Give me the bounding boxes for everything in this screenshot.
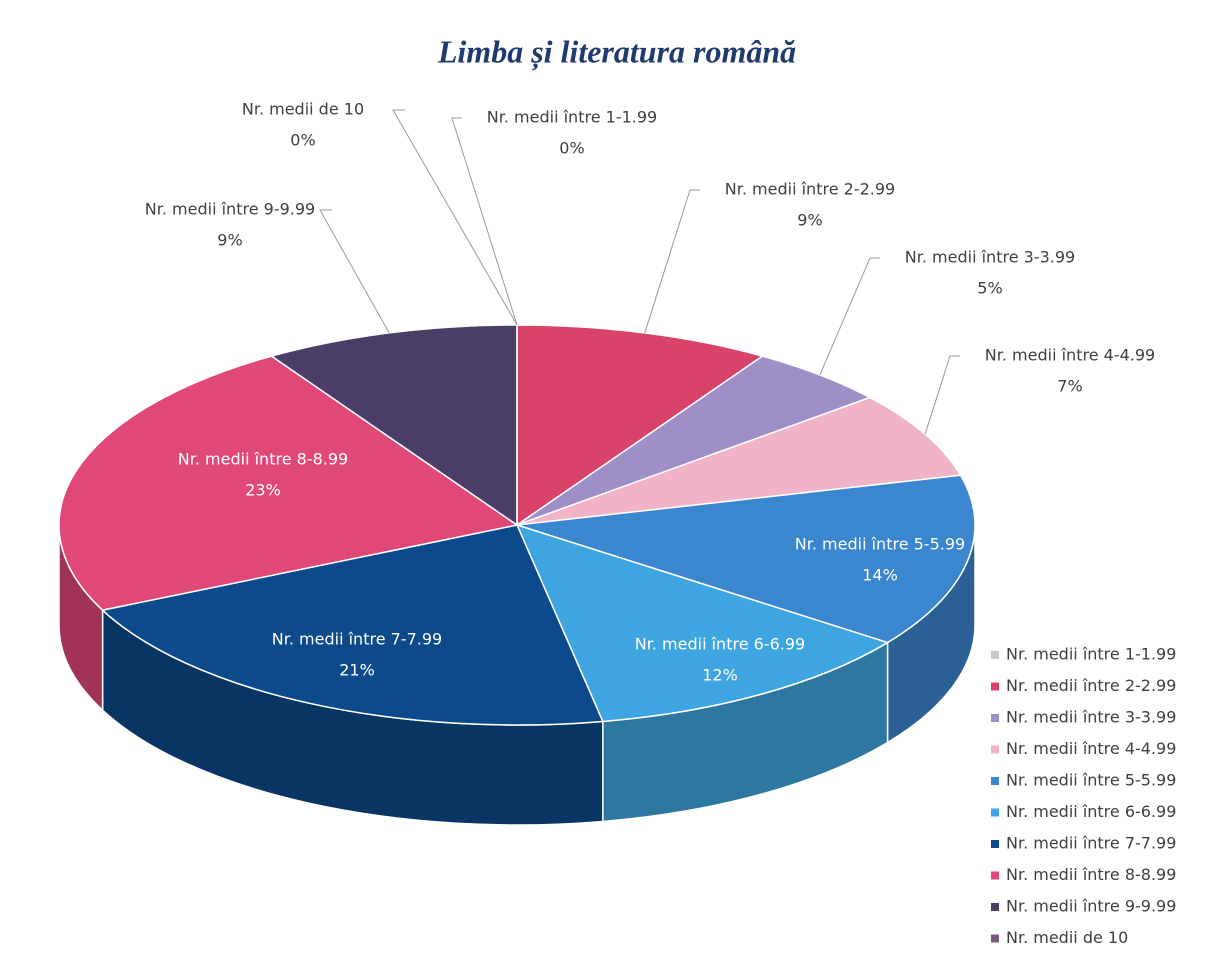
- leader-line: [644, 189, 700, 334]
- slice: [101, 524, 604, 726]
- legend-label: Nr. medii între 8-8.99: [1006, 865, 1176, 884]
- legend-label: Nr. medii între 5-5.99: [1006, 771, 1176, 790]
- legend-marker: [991, 808, 999, 817]
- slice: [516, 355, 872, 526]
- legend-marker: [991, 777, 999, 785]
- legend-label: Nr. medii între 6-6.99: [1006, 802, 1176, 821]
- legend-marker: [991, 745, 999, 754]
- data-label-name: Nr. medii între 2-2.99: [725, 180, 895, 199]
- legend-marker: [991, 714, 999, 722]
- slice: [516, 324, 765, 527]
- data-label-value: 0%: [290, 131, 315, 150]
- slice: [515, 523, 890, 723]
- data-label-value: 7%: [1057, 377, 1082, 396]
- legend-marker: [991, 651, 999, 659]
- data-label-name: Nr. medii între 7-7.99: [272, 630, 442, 649]
- data-label-value: 9%: [217, 231, 242, 250]
- data-label-name: Nr. medii între 4-4.99: [985, 346, 1155, 365]
- legend-label: Nr. medii între 1-1.99: [1006, 645, 1176, 664]
- data-label-name: Nr. medii între 3-3.99: [905, 248, 1075, 267]
- leader-line: [819, 257, 880, 376]
- legend-marker: [991, 682, 999, 691]
- legend-label: Nr. medii între 4-4.99: [1006, 739, 1176, 758]
- data-label-name: Nr. medii de 10: [242, 100, 364, 119]
- data-label-value: 14%: [862, 566, 898, 585]
- data-label-name: Nr. medii între 9-9.99: [145, 200, 315, 219]
- data-label-name: Nr. medii între 6-6.99: [635, 635, 805, 654]
- chart-title: Limba și literatura română: [437, 33, 796, 70]
- leader-line: [924, 355, 960, 435]
- data-label-name: Nr. medii între 1-1.99: [487, 108, 657, 127]
- data-label-value: 23%: [245, 481, 281, 500]
- legend-marker: [991, 840, 999, 848]
- legend-marker: [991, 903, 999, 911]
- leader-line: [319, 209, 390, 334]
- leader-line: [451, 117, 518, 326]
- data-label-value: 0%: [559, 139, 584, 158]
- leader-line: [392, 109, 518, 326]
- legend-label: Nr. medii de 10: [1006, 928, 1128, 947]
- slice: [516, 474, 976, 644]
- data-label-value: 21%: [339, 661, 375, 680]
- legend-marker: [991, 934, 999, 943]
- data-label-name: Nr. medii între 8-8.99: [178, 450, 348, 469]
- data-label-value: 5%: [977, 279, 1002, 298]
- slice: [58, 355, 519, 611]
- legend-label: Nr. medii între 7-7.99: [1006, 834, 1176, 853]
- legend-label: Nr. medii între 9-9.99: [1006, 897, 1176, 916]
- legend-marker: [991, 871, 999, 880]
- slice: [269, 324, 518, 527]
- data-label-value: 12%: [702, 666, 738, 685]
- legend-label: Nr. medii între 3-3.99: [1006, 708, 1176, 727]
- data-label-value: 9%: [797, 211, 822, 230]
- legend-label: Nr. medii între 2-2.99: [1006, 676, 1176, 695]
- data-label-name: Nr. medii între 5-5.99: [795, 535, 965, 554]
